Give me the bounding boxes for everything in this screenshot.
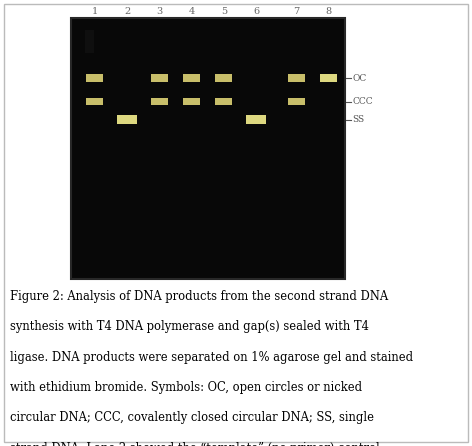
Text: 2: 2: [124, 7, 130, 16]
Text: ligase. DNA products were separated on 1% agarose gel and stained: ligase. DNA products were separated on 1…: [10, 351, 413, 363]
Bar: [215, 98, 232, 105]
Text: 1: 1: [92, 7, 98, 16]
Bar: [86, 98, 103, 105]
Text: 7: 7: [293, 7, 299, 16]
Bar: [288, 98, 305, 105]
Bar: [246, 115, 266, 124]
Bar: [288, 74, 305, 82]
Text: SS: SS: [353, 115, 365, 124]
Text: 8: 8: [325, 7, 331, 16]
Bar: [151, 98, 168, 105]
Bar: [320, 74, 337, 82]
Text: 6: 6: [253, 7, 259, 16]
Bar: [118, 115, 137, 124]
Bar: [215, 74, 232, 82]
Text: CCC: CCC: [353, 97, 373, 106]
Text: OC: OC: [353, 74, 367, 83]
Text: 4: 4: [188, 7, 195, 16]
Text: 5: 5: [221, 7, 227, 16]
Text: strand DNA. Lane 2 showed the “template” (no primer) control: strand DNA. Lane 2 showed the “template”…: [10, 442, 380, 446]
Bar: [151, 74, 168, 82]
Text: circular DNA; CCC, covalently closed circular DNA; SS, single: circular DNA; CCC, covalently closed cir…: [10, 411, 374, 424]
Bar: [84, 30, 94, 53]
Bar: [86, 74, 103, 82]
Text: synthesis with T4 DNA polymerase and gap(s) sealed with T4: synthesis with T4 DNA polymerase and gap…: [10, 320, 369, 333]
Text: with ethidium bromide. Symbols: OC, open circles or nicked: with ethidium bromide. Symbols: OC, open…: [10, 381, 362, 394]
Text: Figure 2: Analysis of DNA products from the second strand DNA: Figure 2: Analysis of DNA products from …: [10, 290, 388, 303]
Bar: [71, 18, 345, 279]
Bar: [183, 98, 200, 105]
Text: 3: 3: [156, 7, 162, 16]
Bar: [183, 74, 200, 82]
